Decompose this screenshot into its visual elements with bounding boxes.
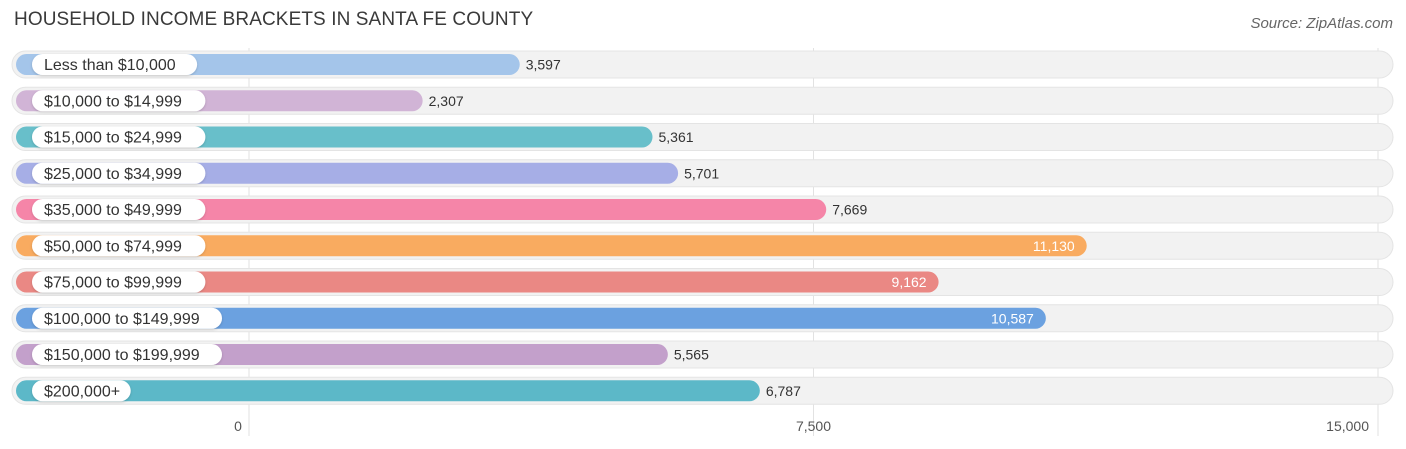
- category-label-pill: [32, 344, 222, 365]
- bar-row: $50,000 to $74,999 11,130: [11, 231, 1394, 260]
- category-label: $15,000 to $24,999: [44, 130, 182, 147]
- x-tick-label: 0: [234, 418, 242, 434]
- bar: [16, 199, 827, 220]
- value-label: 5,565: [674, 347, 709, 363]
- category-label: $50,000 to $74,999: [44, 238, 182, 255]
- x-tick-label: 15,000: [1326, 418, 1369, 434]
- category-label-pill: [32, 162, 206, 184]
- category-label-pill: [32, 235, 206, 257]
- category-label-pill: [32, 199, 206, 220]
- bar-row: $200,000+ 6,787: [11, 376, 1394, 405]
- x-tick-label: 7,500: [796, 418, 831, 434]
- value-label: 5,361: [659, 129, 694, 145]
- value-label: 11,130: [1033, 238, 1075, 254]
- value-label: 2,307: [429, 93, 464, 109]
- category-label: $10,000 to $14,999: [44, 93, 182, 110]
- category-label-pill: [32, 126, 206, 148]
- value-label: 9,162: [892, 274, 927, 290]
- bar: [16, 307, 1046, 329]
- bar-row: $100,000 to $149,999 10,587: [11, 304, 1394, 333]
- category-label: $150,000 to $199,999: [44, 347, 200, 364]
- bar: [16, 380, 760, 402]
- category-label-pill: [32, 271, 206, 293]
- bar-row: Less than $10,000 3,597: [11, 50, 1394, 79]
- bar-row: $75,000 to $99,999 9,162: [11, 268, 1394, 296]
- value-label: 5,701: [684, 165, 719, 181]
- bar-row: $150,000 to $199,999 5,565: [11, 340, 1394, 369]
- category-label: $35,000 to $49,999: [44, 202, 182, 219]
- bar: [16, 235, 1087, 257]
- category-label-pill: [32, 380, 131, 402]
- category-label-pill: [32, 54, 198, 75]
- bar-row: $25,000 to $34,999 5,701: [11, 159, 1394, 188]
- chart-title: HOUSEHOLD INCOME BRACKETS IN SANTA FE CO…: [14, 9, 534, 30]
- category-label: $75,000 to $99,999: [44, 275, 182, 292]
- category-label: $100,000 to $149,999: [44, 311, 200, 328]
- value-label: 3,597: [526, 57, 561, 73]
- chart-source: Source: ZipAtlas.com: [1250, 15, 1393, 32]
- category-label-pill: [32, 307, 222, 329]
- bar-row: $10,000 to $14,999 2,307: [11, 86, 1394, 115]
- bar: [16, 271, 939, 293]
- value-label: 6,787: [766, 383, 801, 399]
- bar-row: $35,000 to $49,999 7,669: [11, 195, 1394, 224]
- value-label: 7,669: [832, 202, 867, 218]
- category-label: $25,000 to $34,999: [44, 166, 182, 183]
- value-label: 10,587: [991, 310, 1034, 326]
- category-label: Less than $10,000: [44, 57, 176, 74]
- category-label-pill: [32, 90, 206, 112]
- bar-row: $15,000 to $24,999 5,361: [11, 123, 1394, 151]
- category-label: $200,000+: [44, 383, 120, 400]
